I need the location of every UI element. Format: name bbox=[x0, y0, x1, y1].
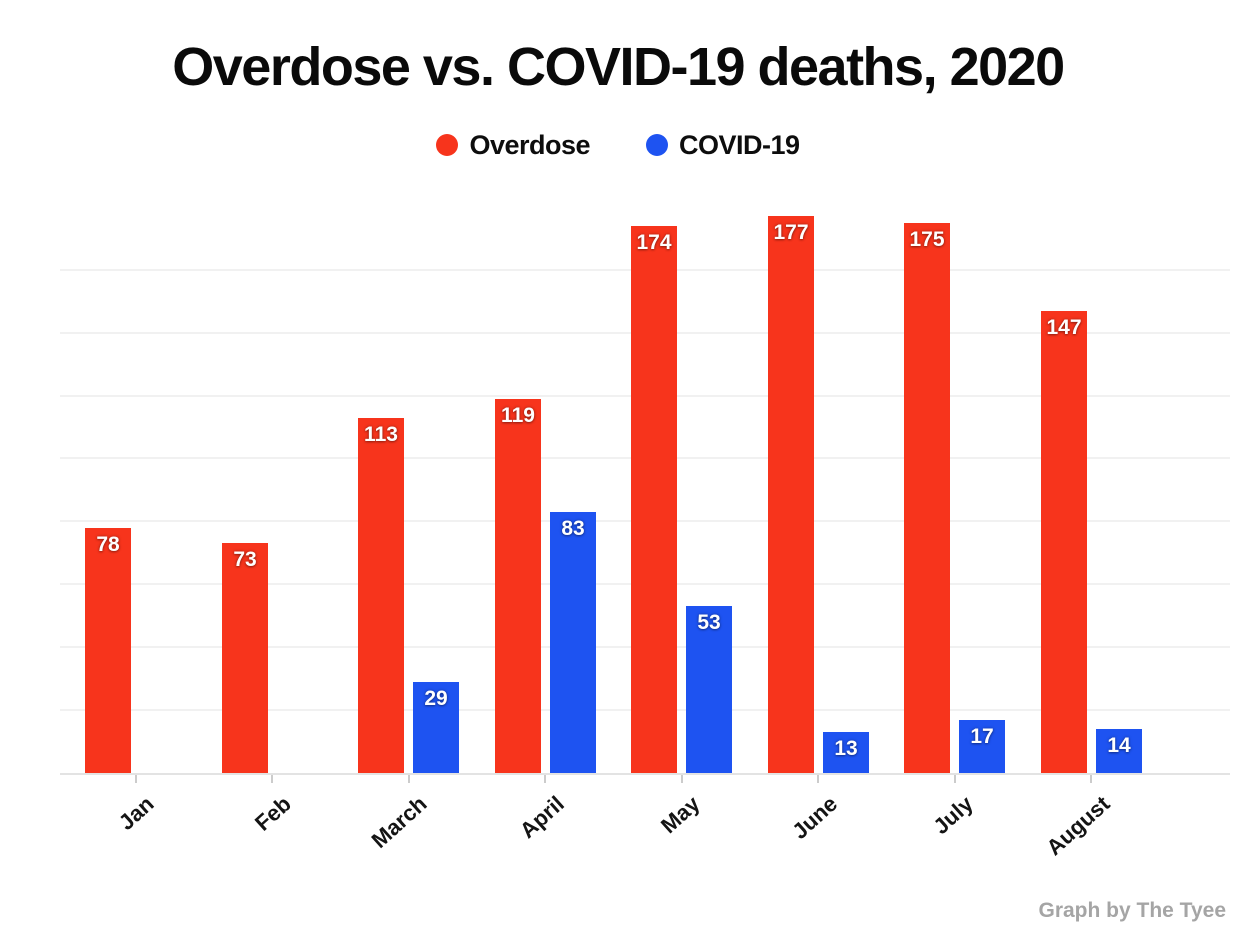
x-axis-tick-may bbox=[681, 775, 683, 783]
bar-value-label: 29 bbox=[424, 687, 448, 710]
legend-item-overdose[interactable]: Overdose bbox=[436, 130, 590, 161]
bar-value-label: 113 bbox=[364, 423, 398, 446]
x-axis-tick-june bbox=[817, 775, 819, 783]
bar-overdose-april[interactable]: 119 bbox=[495, 399, 541, 773]
bar-covid19-may[interactable]: 53 bbox=[686, 606, 732, 773]
x-axis-label-may: May bbox=[656, 791, 705, 839]
bar-overdose-may[interactable]: 174 bbox=[631, 226, 677, 773]
x-axis-label-april: April bbox=[514, 791, 569, 844]
plot-area: 78 Jan 73 Feb 113 29 March 119 83 April 174 53 May 17… bbox=[60, 200, 1230, 860]
x-axis-tick-feb bbox=[271, 775, 273, 783]
bar-covid19-july[interactable]: 17 bbox=[959, 720, 1005, 773]
x-axis-label-march: March bbox=[366, 791, 432, 853]
legend-swatch-overdose-icon bbox=[436, 134, 459, 156]
bar-value-label: 175 bbox=[909, 228, 945, 251]
x-axis-tick-march bbox=[408, 775, 410, 783]
bar-overdose-june[interactable]: 177 bbox=[768, 216, 814, 773]
bar-value-label: 147 bbox=[1046, 316, 1082, 339]
bar-overdose-august[interactable]: 147 bbox=[1041, 311, 1087, 773]
x-axis-label-august: August bbox=[1041, 791, 1115, 861]
chart-title: Overdose vs. COVID-19 deaths, 2020 bbox=[172, 37, 1065, 97]
bar-overdose-july[interactable]: 175 bbox=[904, 223, 950, 773]
bar-value-label: 177 bbox=[773, 221, 809, 244]
attribution: Graph by The Tyee bbox=[1038, 899, 1227, 922]
x-axis-tick-april bbox=[544, 775, 546, 783]
x-axis-label-jan: Jan bbox=[113, 791, 159, 835]
legend-item-covid19[interactable]: COVID-19 bbox=[646, 130, 800, 161]
bar-overdose-feb[interactable]: 73 bbox=[222, 543, 268, 773]
legend: Overdose COVID-19 bbox=[0, 130, 1236, 160]
bar-covid19-april[interactable]: 83 bbox=[550, 512, 596, 773]
bar-value-label: 83 bbox=[561, 517, 585, 540]
x-axis-label-july: July bbox=[928, 791, 978, 840]
bar-overdose-march[interactable]: 113 bbox=[358, 418, 404, 773]
bar-covid19-august[interactable]: 14 bbox=[1096, 729, 1142, 773]
x-axis-tick-august bbox=[1090, 775, 1092, 783]
legend-swatch-covid19-icon bbox=[646, 134, 668, 156]
bar-value-label: 119 bbox=[501, 404, 535, 427]
bar-covid19-june[interactable]: 13 bbox=[823, 732, 869, 773]
bar-value-label: 174 bbox=[636, 231, 672, 254]
x-axis-line bbox=[60, 773, 1230, 775]
bar-value-label: 73 bbox=[233, 548, 257, 571]
bar-value-label: 13 bbox=[834, 737, 858, 760]
bar-value-label: 17 bbox=[970, 725, 994, 748]
legend-label-overdose: Overdose bbox=[469, 129, 590, 160]
x-axis-tick-july bbox=[954, 775, 956, 783]
bar-value-label: 14 bbox=[1107, 734, 1131, 757]
x-axis-label-june: June bbox=[786, 791, 842, 844]
x-axis-tick-jan bbox=[135, 775, 137, 783]
bar-value-label: 53 bbox=[697, 611, 721, 634]
bar-covid19-march[interactable]: 29 bbox=[413, 682, 459, 773]
x-axis-label-feb: Feb bbox=[249, 791, 296, 836]
bar-value-label: 78 bbox=[96, 533, 120, 556]
bar-overdose-jan[interactable]: 78 bbox=[85, 528, 131, 773]
legend-label-covid19: COVID-19 bbox=[679, 129, 800, 160]
